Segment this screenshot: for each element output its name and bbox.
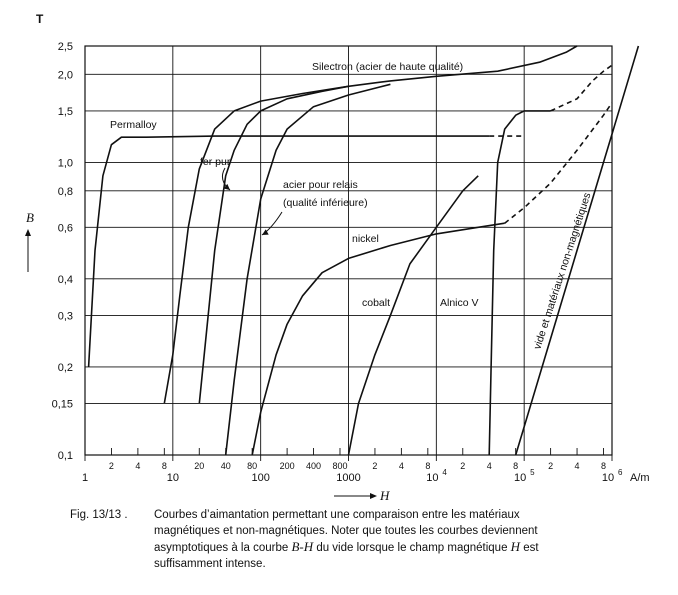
y-axis-label: B — [26, 210, 34, 225]
annotations: Permalloy fer pur Silectron (acier de haut… — [110, 61, 594, 351]
tick-labels: 0,1 0,15 0,2 0,3 0,4 0,6 0,8 1,0 1,5 2,0 2,5 1 10 100… — [52, 41, 623, 484]
label-acier-relais-2: (qualité inférieure) — [283, 197, 368, 209]
label-fer-pur: fer pur — [200, 156, 231, 168]
x-major-tick-label: 1000 — [336, 472, 360, 484]
label-cobalt: cobalt — [362, 297, 390, 309]
x-tick-exponent: 6 — [618, 468, 623, 477]
x-minor-tick-label: 800 — [332, 461, 347, 471]
x-major-tick-label: 10 — [167, 472, 179, 484]
arrow-fer-pur — [221, 167, 231, 191]
caption-line-3: asymptotiques à la courbe B-H du vide lo… — [154, 539, 539, 554]
x-minor-tick-label: 4 — [135, 461, 140, 471]
figure-number: Fig. 13/13 . — [70, 509, 128, 521]
y-tick-label: 0,6 — [58, 222, 73, 234]
x-minor-tick-label: 400 — [306, 461, 321, 471]
y-tick-label: 1,0 — [58, 157, 73, 169]
caption-text: Courbes d’aimantation permettant une com… — [154, 508, 669, 572]
x-major-tick-label: 10 — [514, 472, 526, 484]
x-minor-tick-label: 2 — [460, 461, 465, 471]
arrow-acier-relais — [261, 211, 283, 236]
x-minor-tick-label: 40 — [221, 461, 231, 471]
x-major-tick-label: 10 — [426, 472, 438, 484]
x-axis-label: H — [379, 488, 390, 503]
x-minor-tick-label: 8 — [601, 461, 606, 471]
curves — [87, 45, 640, 456]
x-minor-tick-label: 2 — [548, 461, 553, 471]
curve-fer-pur — [163, 85, 349, 404]
x-major-tick-label: 100 — [251, 472, 269, 484]
label-silectron: Silectron (acier de haute qualité) — [312, 61, 463, 73]
y-tick-label: 0,15 — [52, 398, 73, 410]
curve-silectron-acier-de-haute-qualit — [198, 45, 578, 404]
x-minor-tick-label: 80 — [247, 461, 257, 471]
x-minor-tick-label: 2 — [109, 461, 114, 471]
x-unit-label: A/m — [630, 472, 650, 484]
curve-nickel-tirets — [504, 102, 613, 224]
x-tick-exponent: 4 — [442, 468, 447, 477]
y-tick-label: 2,0 — [58, 69, 73, 81]
y-tick-label: 1,5 — [58, 106, 73, 118]
curve-alnico-v-tirets — [550, 64, 613, 112]
caption-line-2: magnétiques et non-magnétiques. Noter qu… — [154, 524, 538, 537]
magnetization-chart: 0,1 0,15 0,2 0,3 0,4 0,6 0,8 1,0 1,5 2,0 2,5 1 10 100… — [25, 12, 650, 503]
x-minor-tick-label: 8 — [425, 461, 430, 471]
y-tick-label: 0,8 — [58, 186, 73, 198]
x-minor-tick-label: 200 — [280, 461, 295, 471]
x-tick-exponent: 5 — [530, 468, 535, 477]
curve-permalloy — [87, 135, 490, 367]
x-minor-tick-label: 2 — [372, 461, 377, 471]
curve-cobalt — [347, 175, 479, 456]
x-major-tick-label: 1 — [82, 472, 88, 484]
y-axis-arrow — [25, 229, 31, 272]
label-vide: vide et matériaux non-magnétiques — [531, 191, 593, 351]
x-minor-tick-label: 4 — [575, 461, 580, 471]
label-nickel: nickel — [352, 233, 379, 245]
y-tick-label: 0,4 — [58, 274, 73, 286]
y-tick-label: 0,3 — [58, 310, 73, 322]
curve-nickel — [251, 222, 505, 456]
x-axis-arrow — [334, 493, 377, 499]
label-permalloy: Permalloy — [110, 119, 157, 131]
label-alnico: Alnico V — [440, 297, 479, 309]
curve-vide-et-mat-riaux-non-magn-tiques — [514, 45, 640, 456]
x-minor-tick-label: 20 — [194, 461, 204, 471]
y-unit-label: T — [36, 12, 44, 26]
x-minor-tick-label: 8 — [162, 461, 167, 471]
x-minor-tick-label: 4 — [399, 461, 404, 471]
caption-line-4: suffisamment intense. — [154, 557, 266, 570]
x-minor-tick-label: 8 — [513, 461, 518, 471]
x-major-tick-label: 10 — [602, 472, 614, 484]
y-tick-label: 0,1 — [58, 450, 73, 462]
x-minor-tick-label: 4 — [487, 461, 492, 471]
curve-acier-pour-relais-qualit-inf-rieure — [224, 83, 391, 456]
caption-line-1: Courbes d’aimantation permettant une com… — [154, 509, 520, 521]
label-acier-relais-1: acier pour relais — [283, 179, 358, 191]
y-tick-label: 0,2 — [58, 362, 73, 374]
y-tick-label: 2,5 — [58, 41, 73, 53]
curve-alnico-v — [488, 110, 551, 456]
